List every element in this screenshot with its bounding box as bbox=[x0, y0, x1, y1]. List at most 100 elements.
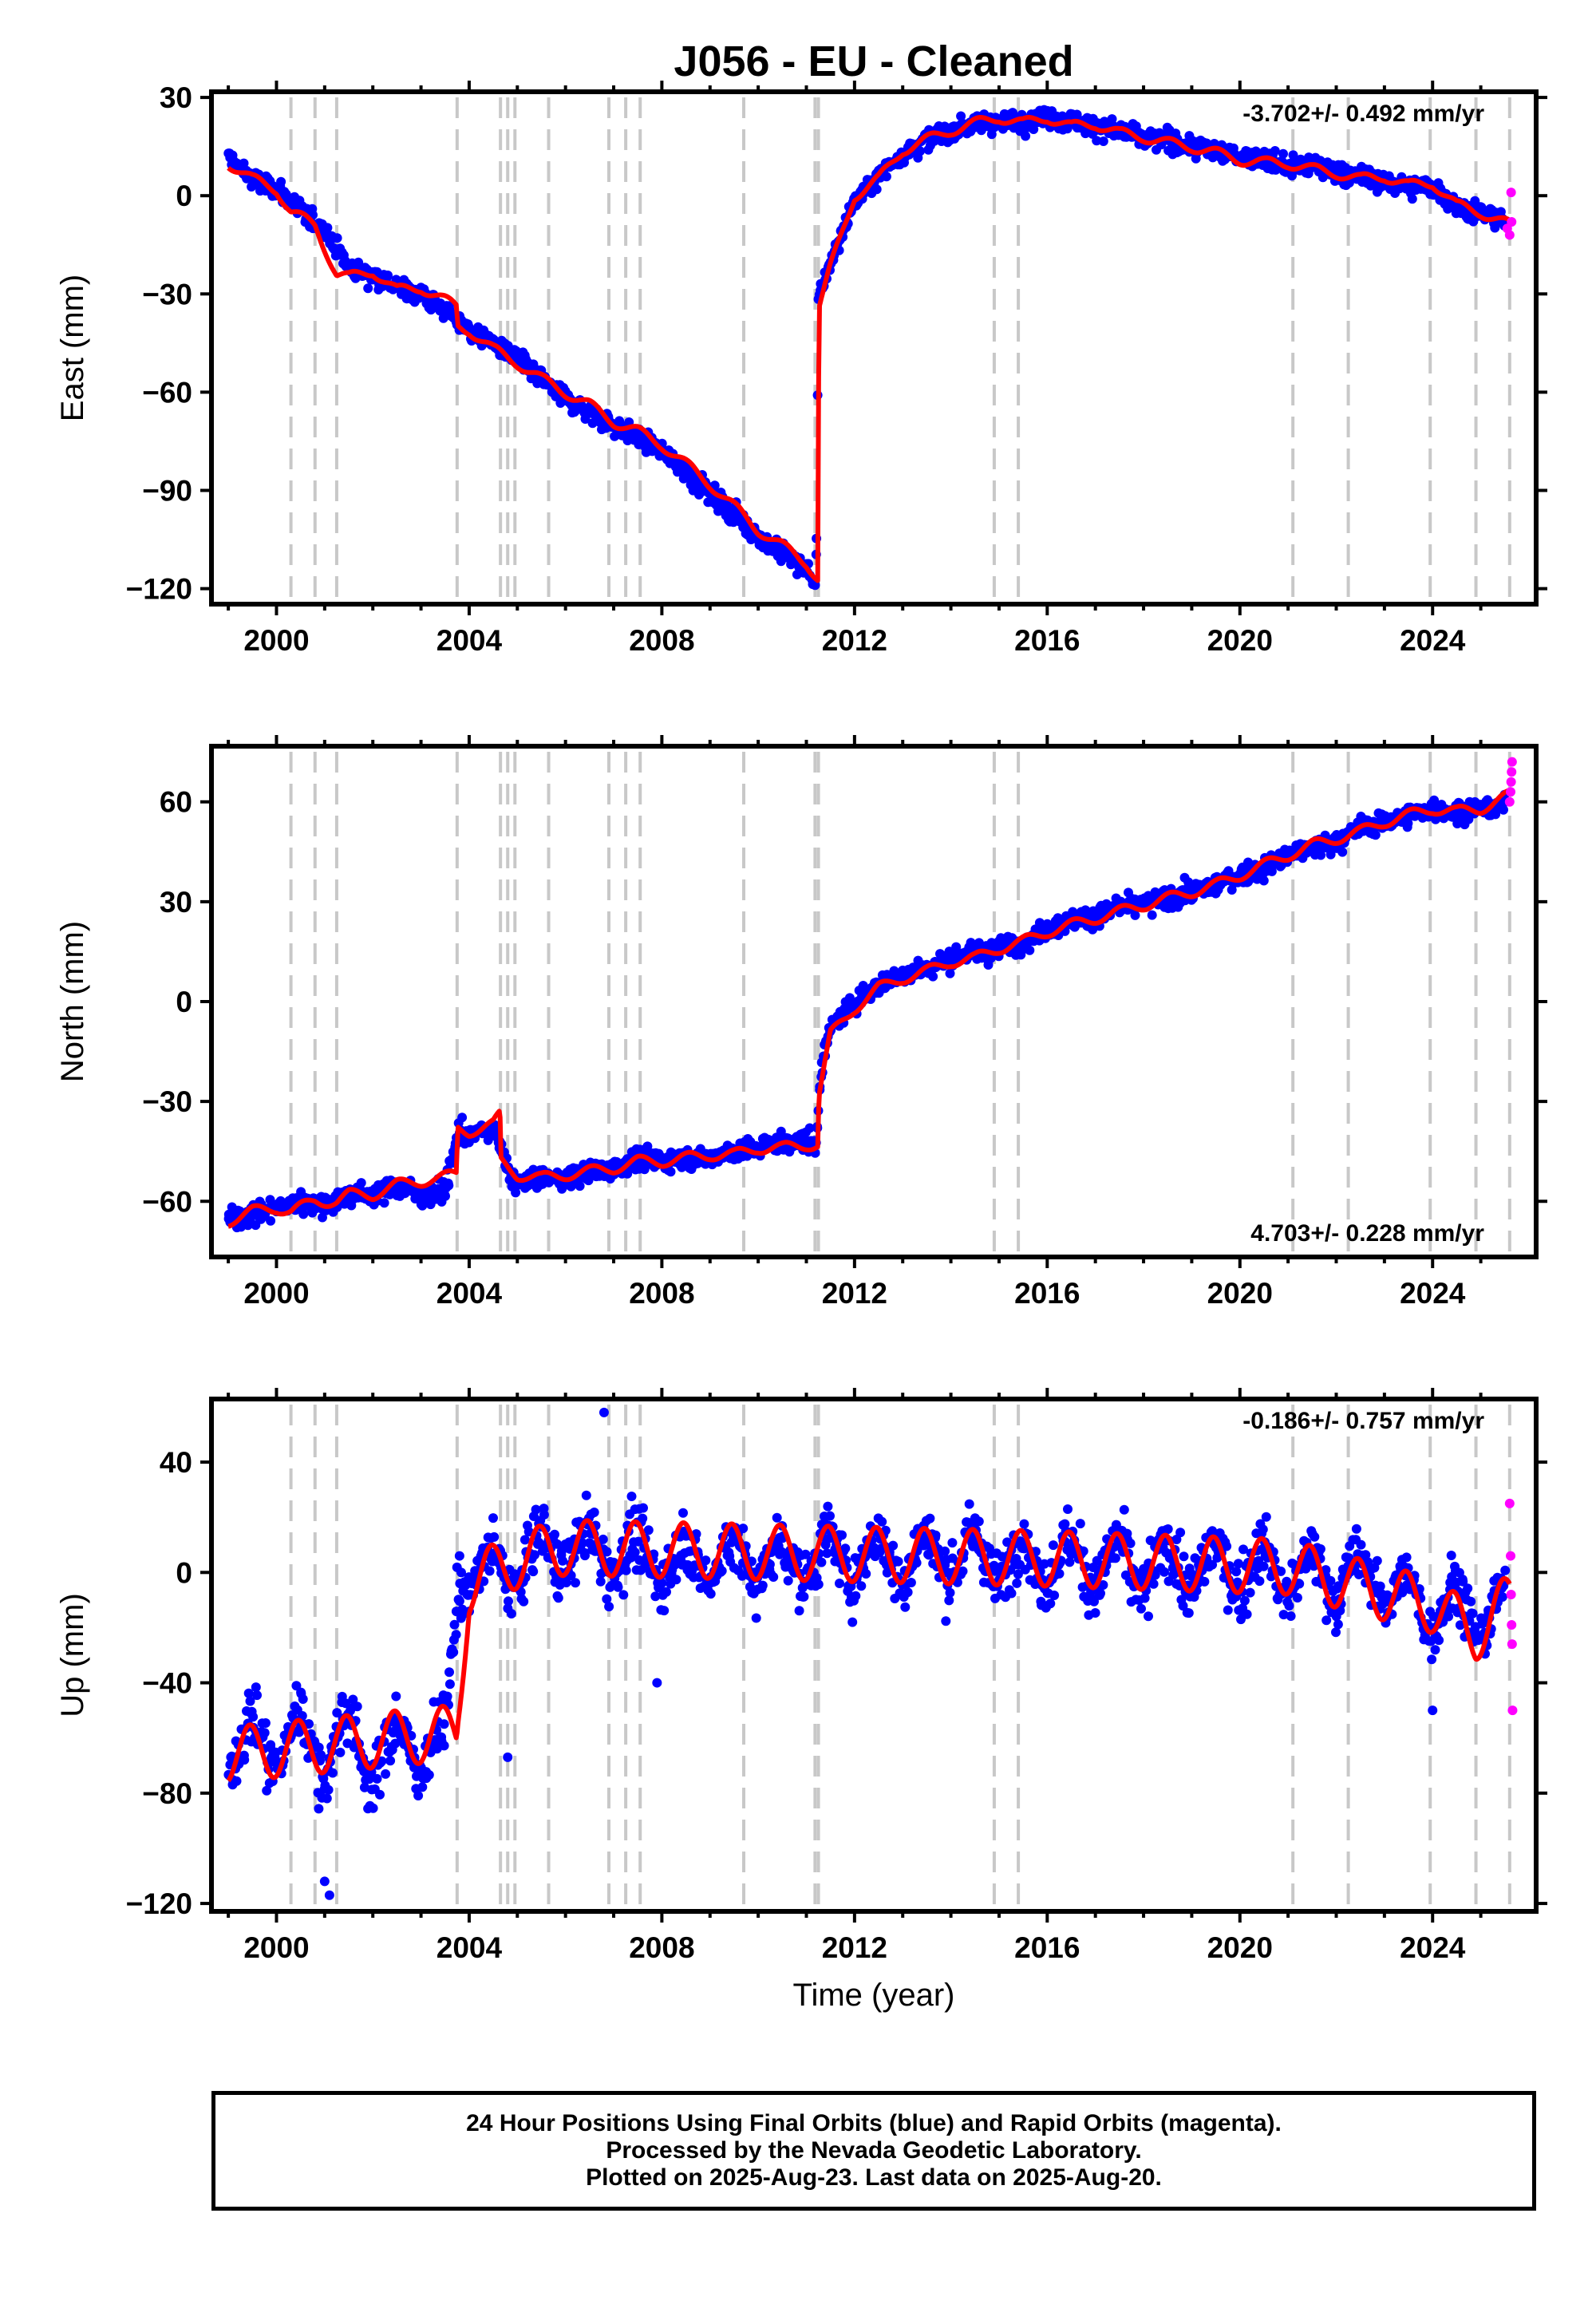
final-orbit-point bbox=[851, 1591, 861, 1601]
final-orbit-point bbox=[772, 1512, 782, 1523]
rapid-orbit-point bbox=[1507, 217, 1517, 227]
final-orbit-point bbox=[488, 1513, 498, 1524]
final-orbit-point bbox=[1006, 1588, 1017, 1599]
final-orbit-point bbox=[915, 146, 925, 156]
final-orbit-point bbox=[1261, 1512, 1271, 1522]
final-orbit-point bbox=[1199, 1576, 1210, 1587]
final-orbit-point bbox=[856, 1581, 867, 1591]
final-orbit-point bbox=[671, 1575, 681, 1585]
final-orbit-point bbox=[705, 1589, 716, 1599]
final-orbit-point bbox=[1029, 124, 1039, 134]
final-orbit-point bbox=[1500, 1565, 1511, 1575]
final-orbit-point bbox=[1286, 1611, 1296, 1621]
final-orbit-point bbox=[652, 1678, 662, 1688]
y-tick-label: 30 bbox=[160, 81, 192, 114]
final-orbit-point bbox=[444, 1180, 454, 1191]
final-orbit-point bbox=[1025, 945, 1035, 955]
final-orbit-point bbox=[439, 1719, 449, 1729]
rapid-orbit-point bbox=[1507, 767, 1517, 777]
final-orbit-point bbox=[322, 223, 333, 233]
x-tick-label: 2016 bbox=[1014, 624, 1080, 657]
final-orbit-point bbox=[709, 480, 720, 491]
final-orbit-point bbox=[1072, 109, 1082, 120]
final-orbit-point bbox=[1446, 1551, 1456, 1560]
final-orbit-point bbox=[391, 1691, 401, 1701]
rapid-orbit-point bbox=[1506, 1589, 1516, 1599]
final-orbit-point bbox=[823, 1501, 833, 1512]
final-orbit-point bbox=[1321, 1615, 1332, 1626]
final-orbit-point bbox=[678, 1508, 688, 1518]
final-orbit-point bbox=[444, 1679, 455, 1690]
final-orbit-point bbox=[1136, 1603, 1146, 1614]
x-tick-label: 2020 bbox=[1207, 1931, 1273, 1964]
final-orbit-point bbox=[1012, 1578, 1022, 1588]
final-orbit-point bbox=[1310, 1531, 1320, 1542]
final-orbit-point bbox=[1147, 910, 1157, 920]
final-orbit-point bbox=[1090, 1608, 1100, 1618]
final-orbit-point bbox=[381, 1769, 391, 1779]
final-orbit-point bbox=[1356, 1539, 1366, 1550]
final-orbit-point bbox=[298, 1209, 309, 1219]
final-orbit-point bbox=[1270, 146, 1280, 156]
final-orbit-point bbox=[239, 158, 249, 168]
rapid-orbit-point bbox=[1504, 1498, 1515, 1508]
final-orbit-point bbox=[837, 1530, 847, 1540]
final-orbit-point bbox=[847, 1617, 858, 1627]
rapid-orbit-point bbox=[1504, 796, 1515, 807]
final-orbit-point bbox=[444, 1667, 454, 1678]
final-orbit-point bbox=[1021, 131, 1031, 141]
final-orbit-point bbox=[666, 1167, 676, 1177]
x-tick-label: 2012 bbox=[822, 1277, 887, 1310]
final-orbit-point bbox=[1401, 1552, 1412, 1563]
final-orbit-point bbox=[925, 1513, 935, 1524]
final-orbit-point bbox=[659, 1606, 670, 1616]
final-orbit-point bbox=[881, 172, 891, 182]
model-line bbox=[227, 115, 1511, 583]
final-orbit-point bbox=[1337, 847, 1348, 857]
final-orbit-point bbox=[506, 1609, 516, 1618]
final-orbit-point bbox=[1175, 1528, 1186, 1538]
final-orbit-point bbox=[1430, 1645, 1440, 1655]
final-orbit-point bbox=[906, 1578, 916, 1587]
chart-title: J056 - EU - Cleaned bbox=[674, 38, 1073, 85]
final-orbit-point bbox=[239, 1755, 250, 1765]
final-orbit-point bbox=[1284, 1601, 1294, 1611]
final-orbit-point bbox=[900, 1602, 911, 1612]
final-orbit-point bbox=[298, 1694, 308, 1704]
final-orbit-point bbox=[1333, 1619, 1343, 1630]
x-tick-label: 2024 bbox=[1400, 1931, 1466, 1964]
final-orbit-point bbox=[454, 1551, 464, 1561]
x-tick-label: 2008 bbox=[629, 1931, 694, 1964]
final-orbit-point bbox=[1444, 1611, 1454, 1622]
y-tick-label: −120 bbox=[126, 573, 192, 606]
y-tick-label: −90 bbox=[142, 474, 192, 507]
final-orbit-point bbox=[439, 1741, 449, 1751]
y-tick-label: 40 bbox=[160, 1446, 192, 1479]
final-orbit-point bbox=[1239, 1595, 1250, 1606]
final-orbit-point bbox=[757, 1580, 768, 1591]
final-orbit-point bbox=[1434, 1635, 1444, 1646]
final-orbit-point bbox=[1428, 1705, 1438, 1716]
final-orbit-point bbox=[528, 1567, 539, 1577]
x-tick-label: 2004 bbox=[437, 1277, 503, 1310]
final-orbit-point bbox=[266, 1215, 276, 1226]
final-orbit-point bbox=[550, 1529, 559, 1539]
final-orbit-point bbox=[1144, 1611, 1153, 1622]
final-orbit-points bbox=[223, 1407, 1511, 1900]
final-orbit-point bbox=[276, 176, 286, 187]
y-tick-label: 60 bbox=[160, 786, 192, 819]
final-orbit-point bbox=[248, 1712, 259, 1722]
y-axis-label: North (mm) bbox=[55, 921, 90, 1082]
final-orbit-point bbox=[799, 1591, 809, 1602]
final-orbit-point bbox=[986, 129, 997, 140]
x-tick-label: 2004 bbox=[437, 1931, 503, 1964]
final-orbit-point bbox=[783, 1575, 793, 1586]
x-tick-label: 2024 bbox=[1400, 1277, 1466, 1310]
rapid-orbit-point bbox=[1504, 230, 1515, 240]
final-orbit-point bbox=[861, 1569, 871, 1579]
footer-line-processor: Processed by the Nevada Geodetic Laborat… bbox=[606, 2137, 1142, 2164]
final-orbit-point bbox=[768, 1572, 779, 1582]
final-orbit-point bbox=[621, 1565, 631, 1575]
final-orbit-point bbox=[1179, 1551, 1189, 1562]
